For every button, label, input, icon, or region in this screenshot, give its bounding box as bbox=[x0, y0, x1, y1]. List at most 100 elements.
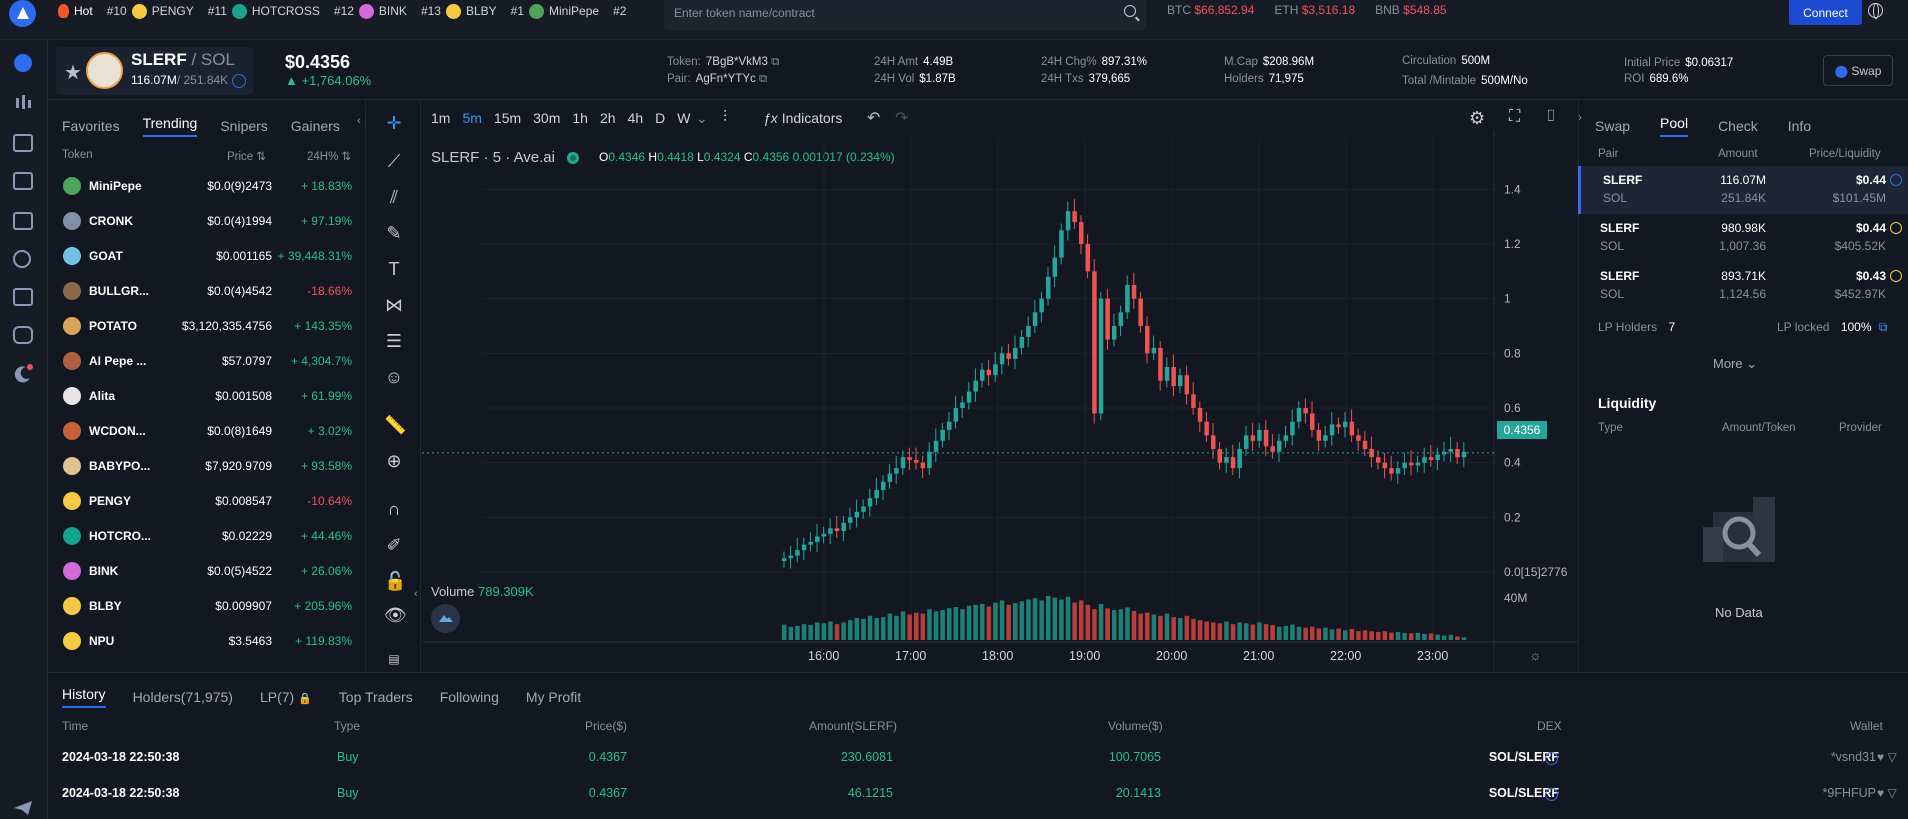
more-button[interactable]: More ⌄ bbox=[1713, 356, 1758, 371]
tab-top-traders[interactable]: Top Traders bbox=[338, 689, 413, 705]
search-icon[interactable] bbox=[1124, 5, 1136, 17]
token-list-row[interactable]: NPU $3.5463 + 119.83% bbox=[48, 623, 366, 658]
lock-icon[interactable]: 🔓 bbox=[384, 571, 407, 591]
token-address[interactable]: Token: 7BgB*VkM3 ⧉ bbox=[667, 56, 780, 68]
telegram-icon[interactable] bbox=[13, 800, 33, 818]
parallel-channel-icon[interactable]: ⫽ bbox=[389, 187, 399, 207]
lp-locked[interactable]: LP locked 100% ⧉ bbox=[1777, 320, 1888, 334]
search-input[interactable] bbox=[674, 3, 1104, 23]
ruler-icon[interactable]: 📏 bbox=[384, 415, 407, 435]
zoom-in-icon[interactable]: ⊕ bbox=[386, 451, 402, 471]
logo-icon[interactable] bbox=[9, 0, 36, 27]
token-list-row[interactable]: Alita $0.001508 + 61.99% bbox=[48, 378, 366, 413]
timeframe-W[interactable]: W bbox=[677, 110, 691, 126]
pattern-icon[interactable]: ⋈ bbox=[385, 295, 403, 315]
settings-gear-icon[interactable]: ⚙ bbox=[1469, 108, 1486, 128]
timeframe-4h[interactable]: 4h bbox=[627, 110, 644, 126]
token-list-row[interactable]: AI Pepe ... $57.0797 + 4,304.7% bbox=[48, 343, 366, 378]
redo-icon[interactable]: ↷ bbox=[895, 110, 909, 127]
ticker-item[interactable]: #10 PENGY bbox=[106, 3, 194, 19]
tab-following[interactable]: Following bbox=[439, 689, 499, 705]
ticker-item[interactable]: #2 bbox=[613, 4, 627, 18]
token-list-row[interactable]: POTATO $3,120,335.4756 + 143.35% bbox=[48, 308, 366, 343]
timeframe-15m[interactable]: 15m bbox=[493, 110, 522, 126]
token-list-row[interactable]: BINK $0.0(5)4522 + 26.06% bbox=[48, 553, 366, 588]
connect-button[interactable]: Connect bbox=[1789, 0, 1862, 25]
tab-swap[interactable]: Swap bbox=[1595, 118, 1631, 134]
bot-icon[interactable] bbox=[13, 326, 33, 344]
token-list-row[interactable]: BULLGR... $0.0(4)4542 -18.66% bbox=[48, 273, 366, 308]
camera-icon[interactable]: ⌷ bbox=[1546, 108, 1556, 125]
col-price[interactable]: Price ⇅ bbox=[227, 151, 267, 163]
tab-history[interactable]: History bbox=[62, 686, 106, 708]
theme-moon-icon[interactable] bbox=[13, 364, 33, 383]
crosshair-icon[interactable]: ✛ bbox=[386, 113, 402, 133]
token-list-row[interactable]: BLBY $0.009907 + 205.96% bbox=[48, 588, 366, 623]
col-24h-change[interactable]: 24H% ⇅ bbox=[307, 151, 352, 163]
pair-address[interactable]: Pair: AgFn*YTYc ⧉ bbox=[667, 73, 768, 85]
timeframe-1m[interactable]: 1m bbox=[431, 110, 451, 126]
token-list-row[interactable]: HOTCRO... $0.02229 + 44.46% bbox=[48, 518, 366, 553]
swap-button[interactable]: ⬤ Swap bbox=[1823, 55, 1893, 86]
ticker-item[interactable]: #11 HOTCROSS bbox=[207, 3, 320, 19]
folder-icon[interactable] bbox=[13, 134, 33, 152]
token-list-row[interactable]: GOAT $0.001165 + 39,448.31% bbox=[48, 238, 366, 273]
inbox-icon[interactable] bbox=[13, 288, 33, 306]
wallet-icon[interactable] bbox=[13, 212, 33, 230]
pool-row[interactable]: SLERF SOL 893.71K 1,124.56 $0.43 $452.97K bbox=[1578, 262, 1908, 310]
tab-trending[interactable]: Trending bbox=[142, 115, 198, 137]
visibility-icon[interactable]: 👁 bbox=[384, 605, 407, 625]
tab-gainers[interactable]: Gainers bbox=[290, 118, 340, 134]
collapse-panel-icon[interactable]: ‹ bbox=[357, 113, 361, 127]
fib-retracement-icon[interactable]: ☰ bbox=[385, 331, 403, 351]
fullscreen-icon[interactable]: ⛶ bbox=[1509, 108, 1521, 125]
magnet-icon[interactable]: ∩ bbox=[387, 499, 401, 519]
tab-favorites[interactable]: Favorites bbox=[62, 118, 120, 134]
candle-style-icon[interactable]: ⫶ bbox=[723, 109, 728, 126]
chart-settings-icon[interactable]: ☼ bbox=[1529, 647, 1542, 663]
token-list-row[interactable]: CRONK $0.0(4)1994 + 97.19% bbox=[48, 203, 366, 238]
undo-icon[interactable]: ↶ bbox=[867, 110, 881, 127]
external-link-icon[interactable]: ⧉ bbox=[1878, 320, 1888, 334]
timeframe-5m[interactable]: 5m bbox=[462, 110, 482, 126]
token-list-row[interactable]: WCDON... $0.0(8)1649 + 3.02% bbox=[48, 413, 366, 448]
copy-icon[interactable]: ⧉ bbox=[771, 56, 780, 68]
ticker-item[interactable]: #12 BINK bbox=[333, 3, 407, 19]
ticker-item[interactable]: #13 BLBY bbox=[420, 3, 497, 19]
wallet-actions-icon[interactable]: ♥ ▽ bbox=[1877, 786, 1897, 800]
favorite-star-icon[interactable]: ★ bbox=[64, 62, 82, 84]
timeframe-30m[interactable]: 30m bbox=[533, 110, 561, 126]
token-list-row[interactable]: PENGY $0.008547 -10.64% bbox=[48, 483, 366, 518]
timeframe-1h[interactable]: 1h bbox=[572, 110, 588, 126]
dashboard-icon[interactable] bbox=[13, 172, 33, 190]
indicators-button[interactable]: ƒx Indicators bbox=[763, 110, 843, 126]
tab-pool[interactable]: Pool bbox=[1660, 115, 1689, 137]
tab-snipers[interactable]: Snipers bbox=[220, 118, 268, 134]
lock-drawing-icon[interactable]: ✐ bbox=[386, 535, 402, 555]
copy-icon[interactable]: ⧉ bbox=[758, 73, 768, 85]
pool-row[interactable]: SLERF SOL 980.98K 1,007.36 $0.44 $405.52K bbox=[1578, 214, 1908, 262]
ticker-item[interactable]: Hot bbox=[58, 4, 93, 18]
tab-check[interactable]: Check bbox=[1718, 118, 1758, 134]
home-icon[interactable] bbox=[14, 54, 32, 72]
timeframe-more-icon[interactable]: ⌄ bbox=[696, 110, 708, 126]
tab-info[interactable]: Info bbox=[1787, 118, 1812, 134]
timeframe-2h[interactable]: 2h bbox=[599, 110, 616, 126]
brush-icon[interactable]: ✎ bbox=[386, 223, 402, 243]
text-tool-icon[interactable]: T bbox=[388, 259, 400, 279]
trash-icon[interactable]: ▤ bbox=[388, 652, 400, 666]
tab-lp[interactable]: LP(7) 🔒 bbox=[259, 689, 312, 705]
collapse-right-icon[interactable]: › bbox=[1578, 110, 1582, 124]
ticker-item[interactable]: #1 MiniPepe bbox=[510, 3, 600, 19]
price-chart[interactable]: 1.4 1.2 1 0.8 0.6 0.4 0.2 0.0[15]2776 16:00 17:00… bbox=[422, 130, 1578, 672]
collapse-volume-icon[interactable]: ‹ bbox=[414, 588, 418, 600]
token-list-row[interactable]: MiniPepe $0.0(9)2473 + 18.83% bbox=[48, 168, 366, 203]
emoji-icon[interactable]: ☺ bbox=[384, 367, 404, 387]
wallet-actions-icon[interactable]: ♥ ▽ bbox=[1877, 750, 1897, 764]
pool-row[interactable]: SLERF SOL 116.07M 251.84K $0.44 $101.45M bbox=[1578, 166, 1908, 214]
globe-icon[interactable] bbox=[1868, 3, 1883, 19]
timeframe-D[interactable]: D bbox=[655, 110, 666, 126]
chart-tools-icon[interactable] bbox=[13, 94, 33, 112]
radar-icon[interactable] bbox=[13, 250, 31, 268]
tab-holders[interactable]: Holders(71,975) bbox=[132, 689, 233, 705]
